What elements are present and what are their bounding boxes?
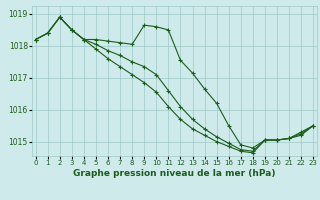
X-axis label: Graphe pression niveau de la mer (hPa): Graphe pression niveau de la mer (hPa) xyxy=(73,169,276,178)
